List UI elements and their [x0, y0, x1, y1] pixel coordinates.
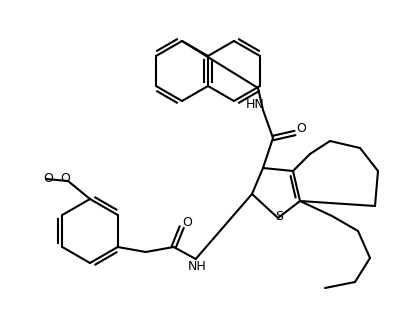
Text: O: O	[43, 172, 53, 185]
Text: S: S	[275, 210, 283, 223]
Text: O: O	[182, 215, 192, 229]
Text: HN: HN	[246, 98, 265, 111]
Text: O: O	[296, 122, 306, 135]
Text: NH: NH	[187, 260, 206, 274]
Text: O: O	[60, 172, 70, 185]
